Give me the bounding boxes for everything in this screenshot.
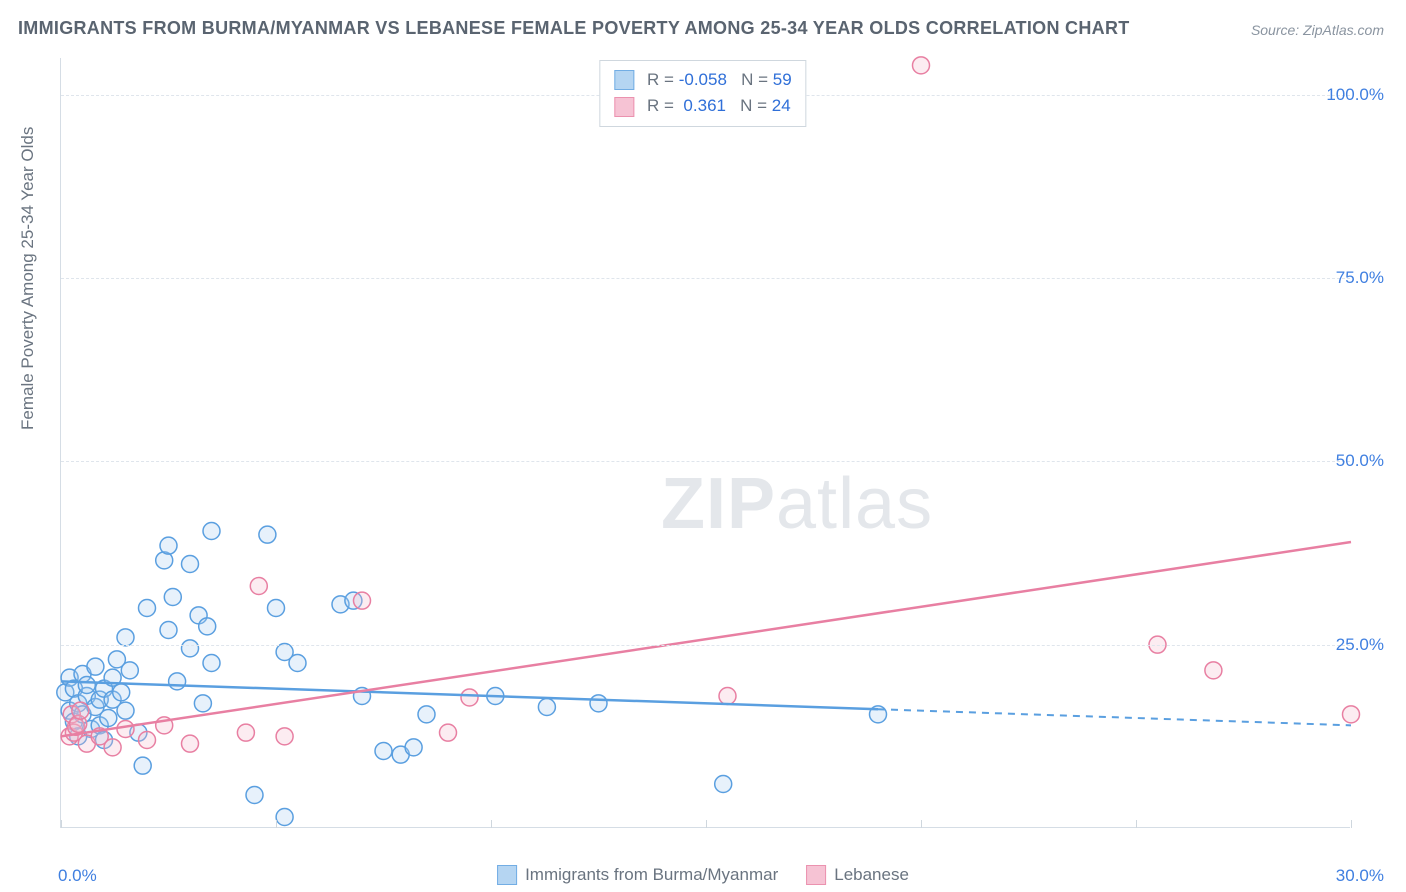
data-point <box>913 57 930 74</box>
legend-label: Immigrants from Burma/Myanmar <box>525 865 778 884</box>
stats-swatch <box>614 97 634 117</box>
data-point <box>104 739 121 756</box>
x-tick <box>921 820 922 828</box>
y-tick-label: 25.0% <box>1336 635 1384 655</box>
data-point <box>354 592 371 609</box>
data-point <box>289 655 306 672</box>
legend-label: Lebanese <box>834 865 909 884</box>
legend-item: Immigrants from Burma/Myanmar <box>497 865 778 886</box>
data-point <box>121 662 138 679</box>
legend-swatch <box>806 865 826 885</box>
x-axis-max-label: 30.0% <box>1336 866 1384 886</box>
data-point <box>461 689 478 706</box>
data-point <box>182 640 199 657</box>
data-point <box>182 735 199 752</box>
data-point <box>134 757 151 774</box>
data-point <box>117 702 134 719</box>
data-point <box>139 732 156 749</box>
data-point <box>87 658 104 675</box>
data-point <box>276 809 293 826</box>
data-point <box>538 699 555 716</box>
stats-text: R = -0.058 N = 59 <box>642 67 791 93</box>
data-point <box>117 721 134 738</box>
data-point <box>160 622 177 639</box>
data-point <box>1205 662 1222 679</box>
x-axis-min-label: 0.0% <box>58 866 97 886</box>
data-point <box>72 702 89 719</box>
source-attribution: Source: ZipAtlas.com <box>1251 22 1384 38</box>
data-point <box>237 724 254 741</box>
data-point <box>246 787 263 804</box>
data-point <box>250 578 267 595</box>
data-point <box>199 618 216 635</box>
x-tick <box>1136 820 1137 828</box>
data-point <box>375 743 392 760</box>
data-point <box>719 688 736 705</box>
data-point <box>440 724 457 741</box>
data-point <box>113 684 130 701</box>
legend-swatch <box>497 865 517 885</box>
x-tick <box>491 820 492 828</box>
data-point <box>117 629 134 646</box>
regression-line-dashed <box>878 709 1351 725</box>
legend-item: Lebanese <box>806 865 909 886</box>
y-tick-label: 75.0% <box>1336 268 1384 288</box>
data-point <box>100 710 117 727</box>
stats-row: R = 0.361 N = 24 <box>614 93 791 119</box>
data-point <box>590 695 607 712</box>
data-point <box>78 677 95 694</box>
x-tick <box>706 820 707 828</box>
data-point <box>139 600 156 617</box>
stats-box: R = -0.058 N = 59 R = 0.361 N = 24 <box>599 60 806 127</box>
data-point <box>169 673 186 690</box>
stats-text: R = 0.361 N = 24 <box>642 93 790 119</box>
data-point <box>276 728 293 745</box>
y-tick-label: 50.0% <box>1336 451 1384 471</box>
y-axis-label: Female Poverty Among 25-34 Year Olds <box>18 127 38 430</box>
y-tick-label: 100.0% <box>1326 85 1384 105</box>
data-point <box>259 526 276 543</box>
data-point <box>1343 706 1360 723</box>
legend: Immigrants from Burma/Myanmar Lebanese <box>497 865 909 886</box>
data-point <box>268 600 285 617</box>
x-tick <box>61 820 62 828</box>
data-point <box>160 537 177 554</box>
data-point <box>164 589 181 606</box>
data-point <box>182 556 199 573</box>
chart-title: IMMIGRANTS FROM BURMA/MYANMAR VS LEBANES… <box>18 18 1130 39</box>
stats-row: R = -0.058 N = 59 <box>614 67 791 93</box>
gridline <box>61 278 1350 279</box>
data-point <box>203 523 220 540</box>
gridline <box>61 461 1350 462</box>
data-point <box>203 655 220 672</box>
data-point <box>405 739 422 756</box>
x-tick <box>1351 820 1352 828</box>
data-point <box>418 706 435 723</box>
data-point <box>194 695 211 712</box>
gridline <box>61 645 1350 646</box>
chart-plot-area: ZIPatlas <box>60 58 1350 828</box>
scatter-plot-svg <box>61 58 1350 827</box>
stats-swatch <box>614 70 634 90</box>
data-point <box>715 776 732 793</box>
x-tick <box>276 820 277 828</box>
